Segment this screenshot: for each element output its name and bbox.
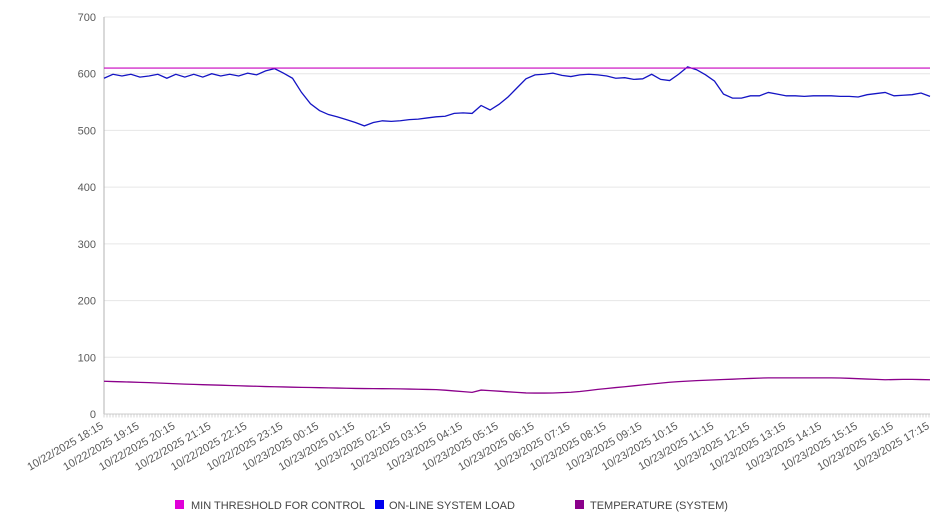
svg-text:500: 500 [78, 125, 96, 137]
svg-text:MIN THRESHOLD FOR CONTROL: MIN THRESHOLD FOR CONTROL [191, 500, 365, 512]
svg-text:100: 100 [78, 352, 96, 364]
svg-text:600: 600 [78, 69, 96, 81]
svg-text:TEMPERATURE (SYSTEM): TEMPERATURE (SYSTEM) [590, 500, 728, 512]
svg-text:300: 300 [78, 239, 96, 251]
svg-text:400: 400 [78, 182, 96, 194]
svg-text:700: 700 [78, 12, 96, 24]
svg-text:ON-LINE SYSTEM LOAD: ON-LINE SYSTEM LOAD [389, 500, 515, 512]
svg-text:0: 0 [90, 409, 96, 421]
svg-text:200: 200 [78, 296, 96, 308]
